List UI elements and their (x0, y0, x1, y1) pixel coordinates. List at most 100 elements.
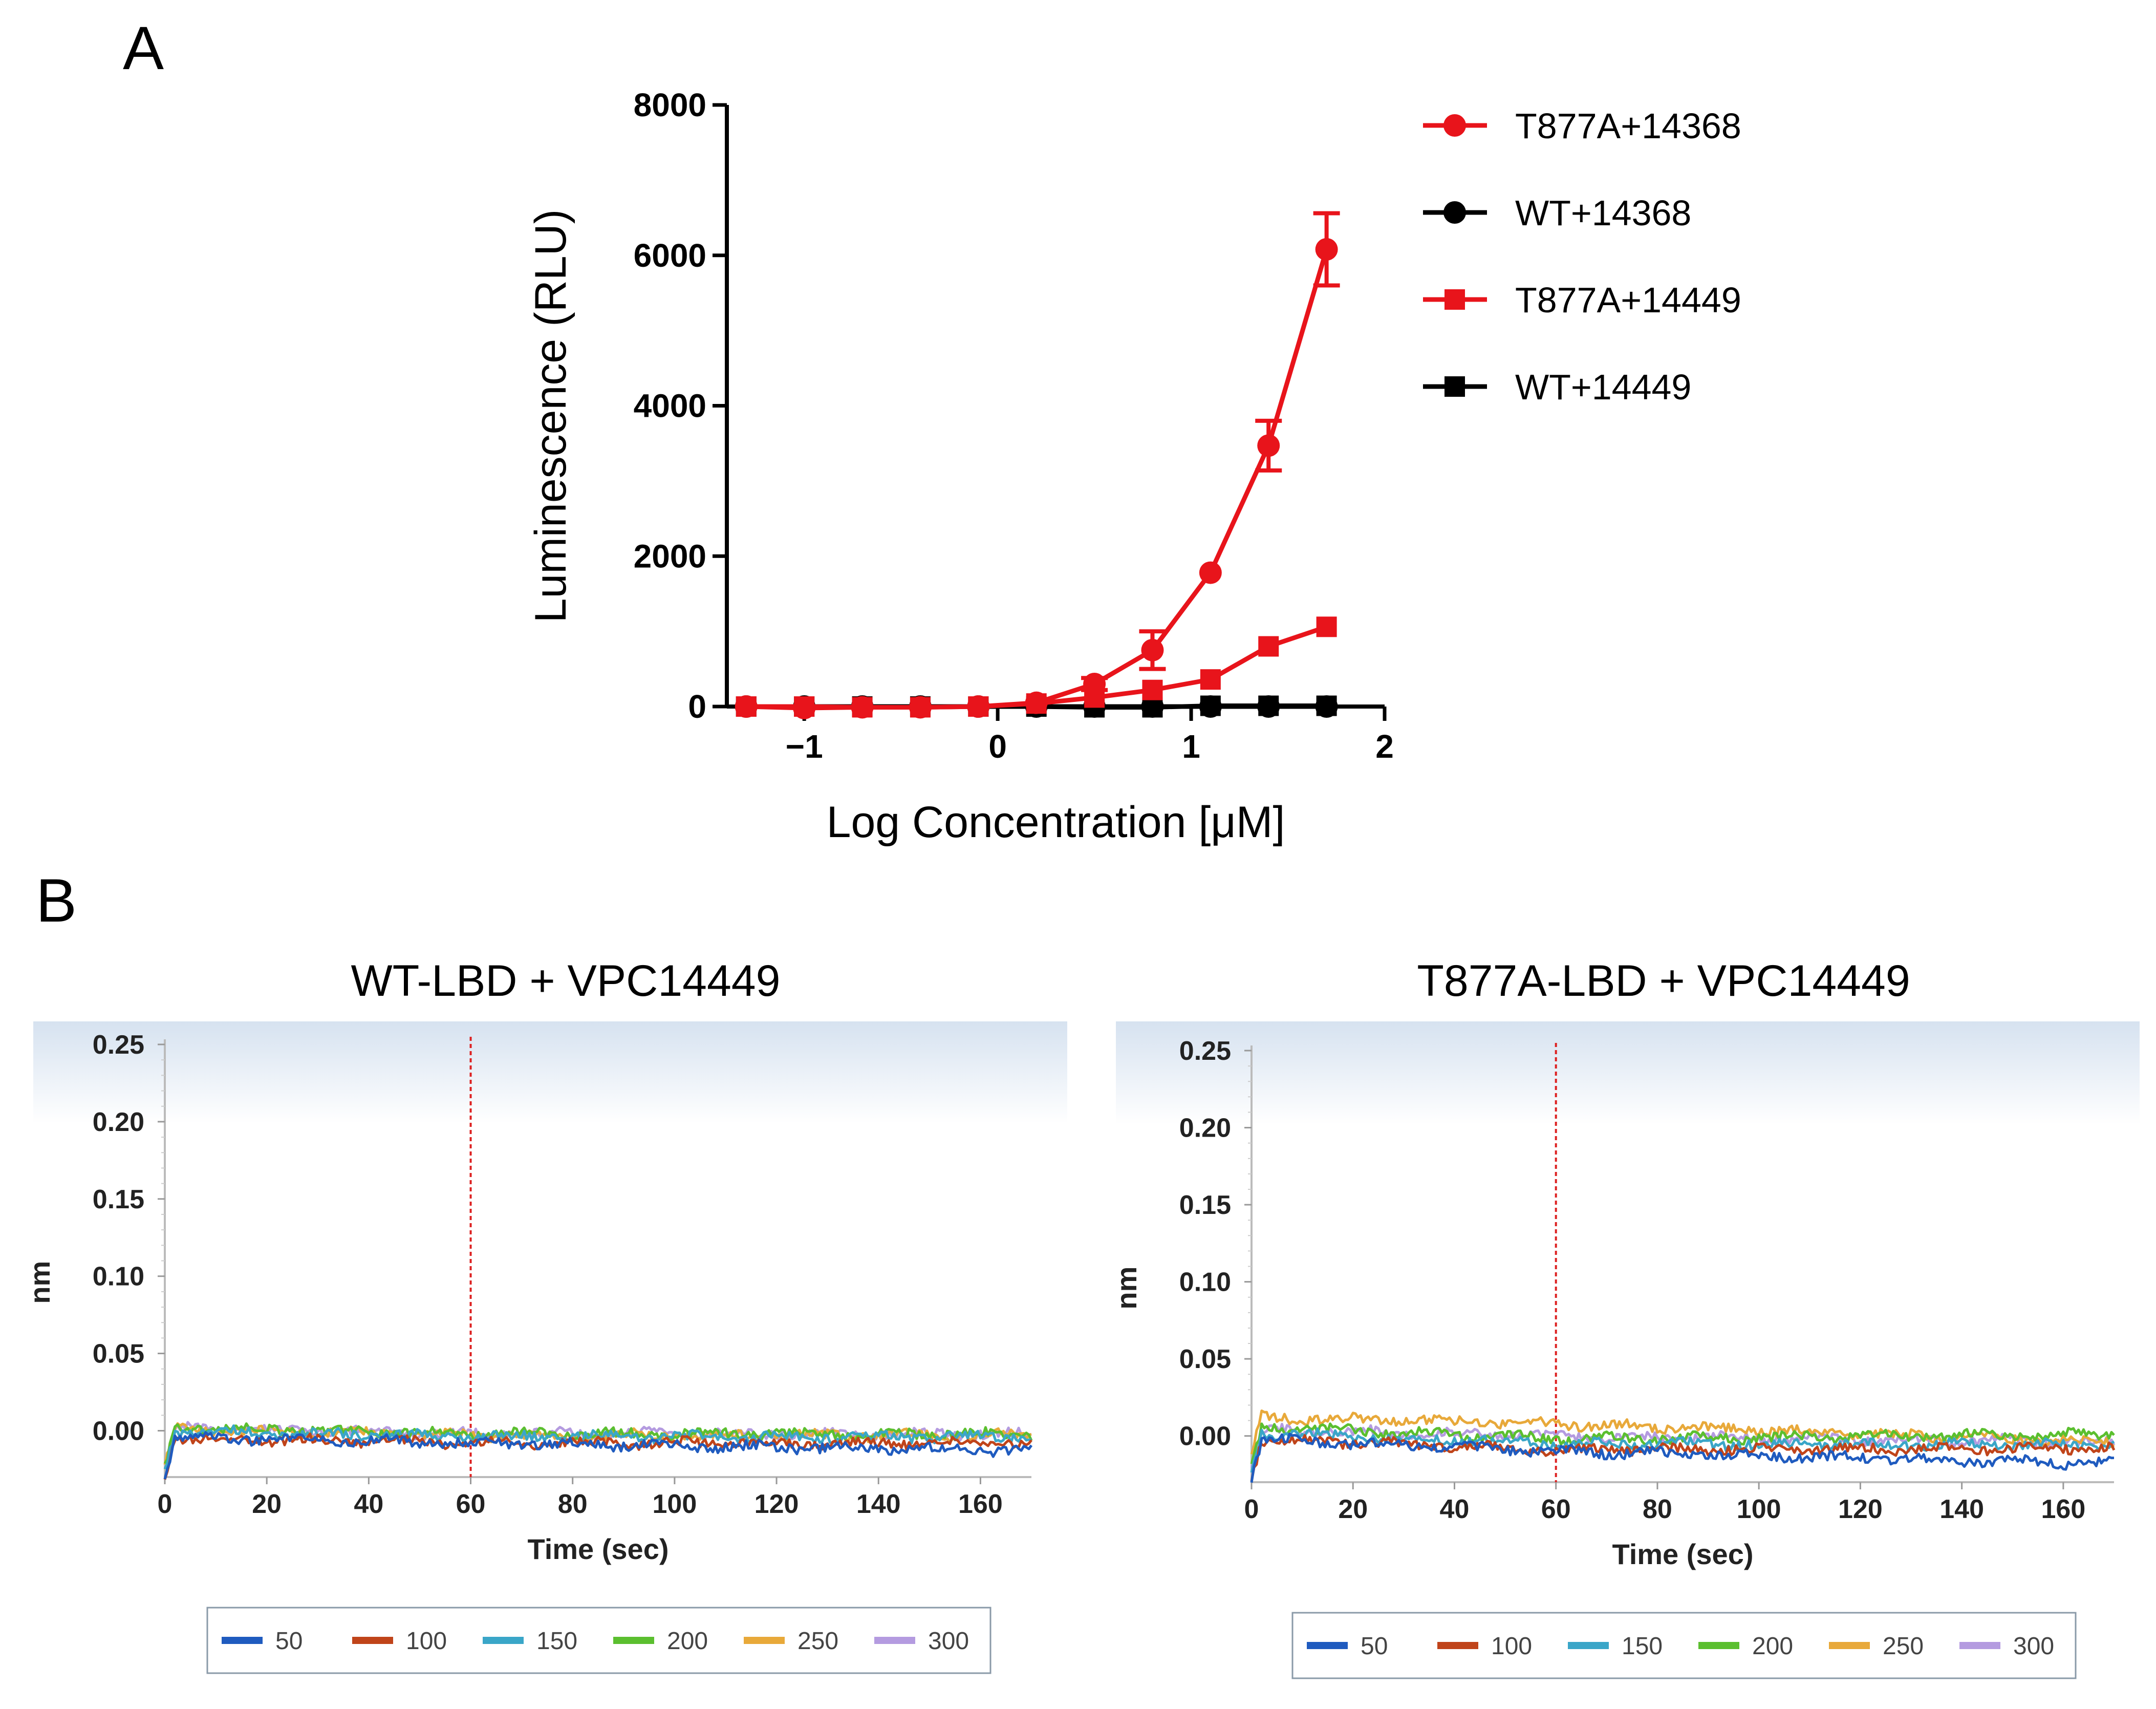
panel-a-point (1142, 679, 1163, 700)
chartBL-y-tick-label: 0.25 (93, 1030, 144, 1060)
panel-a-legend: T877A+14368 WT+14368 T877A+14449 WT+14449 (1423, 106, 1741, 407)
panel-a-point (1316, 695, 1337, 716)
panel-b-right-chart: T877A-LBD + VPC14449 0.25 0.20 0.15 0.10 0.0… (1110, 956, 2140, 1679)
chartBL-legend-swatch (352, 1637, 393, 1644)
chartBR-legend-label: 100 (1491, 1633, 1532, 1660)
chartBL-legend-swatch (613, 1637, 654, 1644)
panel-b-left-title: WT-LBD + VPC14449 (351, 956, 781, 1006)
chartBL-legend-label: 50 (275, 1628, 303, 1655)
panel-a-axes: 0 2000 4000 6000 8000 −1 0 1 2 (634, 87, 1394, 765)
panel-a-series-T877A+14368 (735, 211, 1340, 719)
panel-a-point (1200, 695, 1221, 716)
panel-a-x-tick-label: 0 (988, 728, 1007, 765)
chartBL-x-tick-label: 60 (456, 1489, 486, 1519)
chartBR-y-tick-label: 0.25 (1179, 1036, 1231, 1066)
chartBL-x-tick-label: 0 (158, 1489, 173, 1519)
chartBR-legend-swatch (1568, 1642, 1609, 1649)
chartBL-trace-100 (163, 1432, 1032, 1480)
panel-a-point (1200, 669, 1221, 690)
chartBL-y-tick-label: 0.10 (93, 1262, 144, 1292)
chartBR-legend-label: 300 (2013, 1633, 2054, 1660)
chartBR-x-tick-label: 100 (1737, 1494, 1781, 1524)
chartBL-legend-box (206, 1607, 991, 1674)
panel-a-point (1199, 561, 1222, 584)
panel-a-y-tick-label: 0 (688, 688, 706, 725)
chartBR-y-tick-label: 0.10 (1179, 1268, 1231, 1297)
chartBL-legend-item: 100 (352, 1628, 447, 1655)
chartBR-legend-label: 250 (1883, 1633, 1924, 1660)
panel-a-point (1315, 238, 1338, 261)
chartBR-y-tick-label: 0.15 (1179, 1190, 1231, 1220)
chartBR-legend-label: 50 (1361, 1633, 1388, 1660)
panel-b-right-axes: 0.25 0.20 0.15 0.10 0.05 0.00 0 20 40 60 80 100 120 1… (1179, 1036, 2114, 1524)
panel-a-point (1142, 697, 1163, 718)
panel-a-legend-item: WT+14449 (1423, 367, 1691, 407)
panel-b-right-plot-background (1116, 1021, 2140, 1490)
chartBR-legend-swatch (1829, 1642, 1870, 1649)
panel-b-right-title: T877A-LBD + VPC14449 (1417, 956, 1910, 1006)
panel-a-point (1316, 616, 1337, 637)
panel-a-legend-marker (1443, 201, 1466, 224)
panel-b-left-series (163, 1421, 1033, 1480)
panel-a-series (735, 211, 1340, 719)
chartBL-legend-label: 300 (928, 1628, 969, 1655)
panel-a-x-axis-title: Log Concentration [μM] (827, 798, 1285, 847)
panel-b-left-plot-background (33, 1021, 1067, 1485)
chartBR-legend-label: 200 (1752, 1633, 1793, 1660)
chartBL-x-tick-label: 140 (856, 1489, 901, 1519)
chartBR-y-tick-label: 0.00 (1179, 1422, 1231, 1451)
chartBL-x-tick-label: 80 (558, 1489, 588, 1519)
chartBR-legend-swatch (1698, 1642, 1739, 1649)
panel-a-legend-marker (1443, 114, 1466, 137)
panel-a-legend-item: T877A+14368 (1423, 106, 1741, 146)
chartBL-legend-swatch (874, 1637, 915, 1644)
panel-a-legend-label: T877A+14368 (1515, 106, 1741, 146)
panel-b-left-axes: 0.25 0.20 0.15 0.10 0.05 0.00 0 20 40 60 80 100 120 1… (93, 1030, 1031, 1519)
chartBR-legend-item: 150 (1568, 1633, 1663, 1660)
panel-b-right-series (1250, 1409, 2116, 1483)
chartBL-y-tick-label: 0.00 (93, 1416, 144, 1446)
panel-a-point (1083, 672, 1106, 695)
panel-a-label: A (123, 14, 164, 82)
panel-a-y-tick-label: 4000 (634, 388, 706, 424)
chartBL-legend-swatch (744, 1637, 785, 1644)
chartBR-x-tick-label: 140 (1939, 1494, 1984, 1524)
chartBL-legend-item: 150 (483, 1628, 577, 1655)
panel-a-x-tick-label: 1 (1182, 728, 1200, 765)
chartBL-legend-label: 150 (536, 1628, 577, 1655)
panel-a-point (909, 696, 932, 719)
panel-a-legend-marker (1444, 376, 1465, 397)
chartBL-y-tick-label: 0.20 (93, 1107, 144, 1137)
chartBL-legend-item: 50 (222, 1628, 303, 1655)
chartBL-x-tick-label: 120 (754, 1489, 799, 1519)
chartBR-legend-item: 100 (1437, 1633, 1532, 1660)
panel-a-series-line (746, 248, 1329, 711)
chartBR-legend-item: 200 (1698, 1633, 1793, 1660)
chartBR-y-tick-label: 0.20 (1179, 1114, 1231, 1143)
chartBR-legend-label: 150 (1622, 1633, 1663, 1660)
panel-a-legend-label: WT+14449 (1515, 367, 1691, 407)
chartBR-legend-swatch (1959, 1642, 2000, 1649)
panel-a-x-tick-label: −1 (786, 728, 823, 765)
panel-a-point (793, 696, 816, 719)
chartBR-trace-250 (1250, 1409, 2115, 1455)
panel-a-legend-item: T877A+14449 (1423, 280, 1741, 320)
chartBL-x-tick-label: 40 (354, 1489, 383, 1519)
panel-a-y-tick-label: 8000 (634, 87, 706, 123)
panel-b-label: B (36, 866, 77, 935)
panel-a-point (967, 695, 990, 718)
panel-a-y-tick-label: 6000 (634, 237, 706, 274)
panel-a-point (1258, 636, 1279, 657)
chartBR-legend-item: 300 (1959, 1633, 2054, 1660)
panel-b-right-legend: 50 100 150 200 250 300 (1291, 1612, 2077, 1679)
panel-a-x-tick-label: 2 (1375, 728, 1394, 765)
chartBL-legend-swatch (222, 1637, 263, 1644)
panel-a-point (1257, 434, 1280, 457)
chartBR-x-tick-label: 40 (1440, 1494, 1470, 1524)
chartBL-legend-swatch (483, 1637, 524, 1644)
panel-a-legend-label: T877A+14449 (1515, 280, 1741, 320)
panel-a-y-axis-title: Luminescence (RLU) (526, 209, 575, 623)
chartBL-legend-item: 250 (744, 1628, 838, 1655)
panel-a-chart: 0 2000 4000 6000 8000 −1 0 1 2 Log Concentration… (526, 87, 1741, 847)
